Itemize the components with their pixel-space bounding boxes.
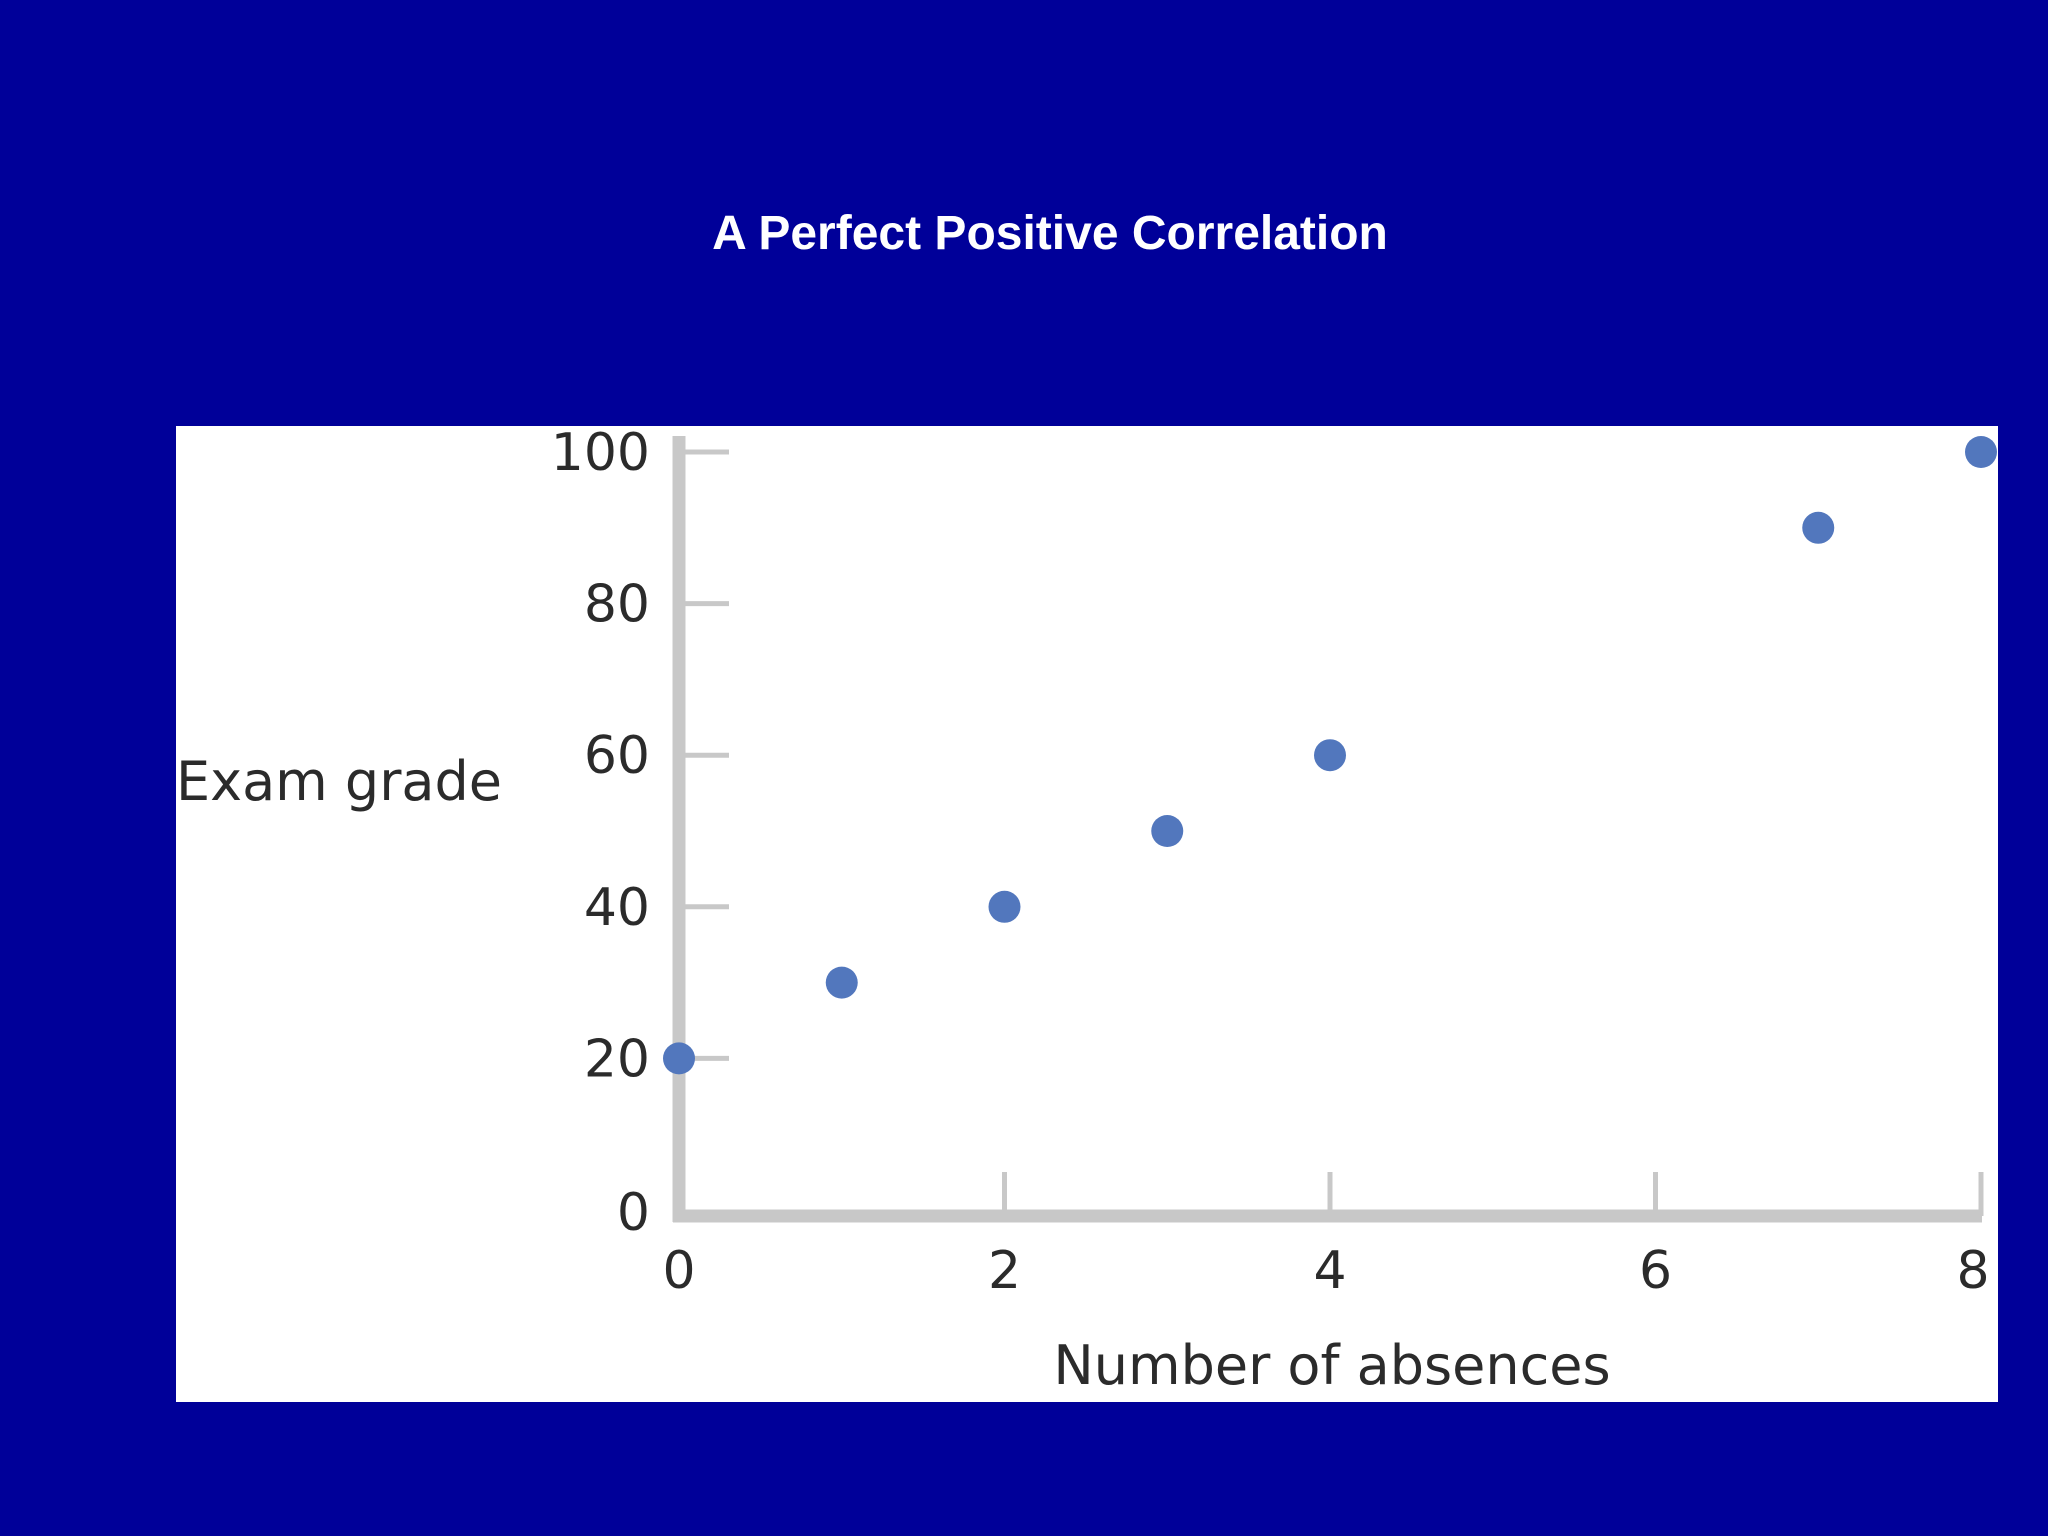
x-tick-label: 2 — [988, 1241, 1021, 1301]
y-tick-label: 40 — [584, 878, 650, 938]
data-point — [1965, 436, 1997, 468]
data-point — [1802, 511, 1835, 544]
data-points — [663, 436, 1997, 1075]
y-axis-label: Exam grade — [176, 750, 502, 813]
data-point — [1151, 815, 1184, 847]
data-point — [1314, 739, 1346, 772]
scatter-chart: 0 20 40 60 80 100 0 2 4 6 8 Exam grade Number of … — [176, 423, 1997, 1397]
chart-axes — [672, 436, 1984, 1223]
chart-panel: 0 20 40 60 80 100 0 2 4 6 8 Exam grade Number of … — [176, 423, 1998, 1402]
y-tick-labels: 0 20 40 60 80 100 — [551, 423, 650, 1243]
x-tick-label: 4 — [1313, 1241, 1346, 1301]
y-tick-label: 80 — [584, 575, 650, 635]
data-point — [825, 966, 858, 999]
data-point — [663, 1042, 695, 1075]
x-tick-label: 6 — [1639, 1241, 1672, 1301]
x-axis-label: Number of absences — [1053, 1334, 1610, 1397]
x-tick-label: 8 — [1956, 1241, 1989, 1301]
x-tick-label: 0 — [662, 1241, 695, 1301]
y-tick-label: 0 — [617, 1183, 650, 1243]
y-tick-label: 100 — [551, 423, 650, 483]
x-tick-labels: 0 2 4 6 8 — [662, 1241, 1989, 1301]
slide-title: A Perfect Positive Correlation — [712, 207, 1388, 260]
y-tick-label: 20 — [584, 1029, 650, 1089]
y-tick-label: 60 — [584, 726, 650, 786]
data-point — [988, 890, 1021, 923]
